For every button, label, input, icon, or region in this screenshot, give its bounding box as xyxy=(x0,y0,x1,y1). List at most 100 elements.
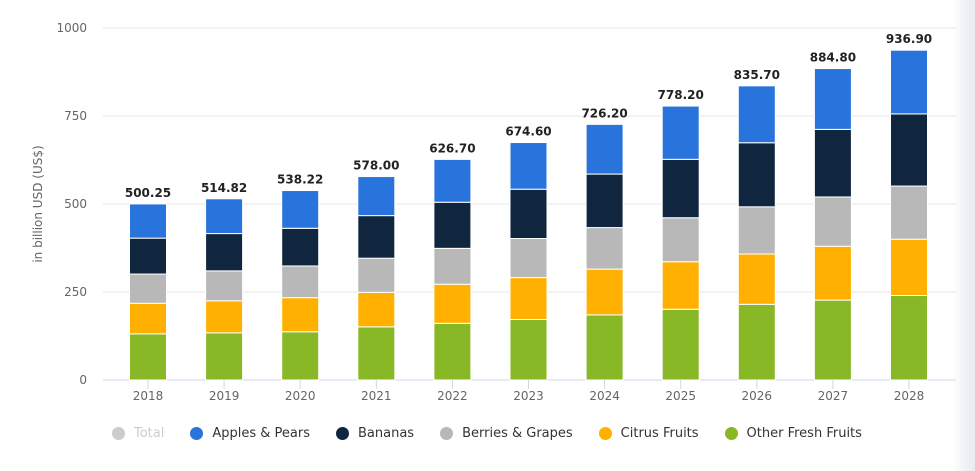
bar-segment-citrus-fruits[interactable] xyxy=(585,268,624,316)
legend: Total Apples & Pears Bananas Berries & G… xyxy=(112,424,888,442)
bar-stack-2026[interactable] xyxy=(737,85,776,381)
bar-segment-bananas[interactable] xyxy=(661,158,700,219)
bar-segment-other-fresh-fruits[interactable] xyxy=(129,333,167,381)
bar-segment-citrus-fruits[interactable] xyxy=(129,302,167,335)
bar-segment-bananas[interactable] xyxy=(357,215,396,259)
bar-segment-apples-pears[interactable] xyxy=(433,158,472,203)
legend-label: Other Fresh Fruits xyxy=(746,425,862,441)
total-data-label: 500.25 xyxy=(125,186,171,200)
total-data-label: 514.82 xyxy=(201,181,247,195)
bar-segment-citrus-fruits[interactable] xyxy=(205,300,244,334)
bar-stack-2019[interactable] xyxy=(205,198,244,381)
y-tick-label: 250 xyxy=(64,285,87,299)
bar-segment-bananas[interactable] xyxy=(890,113,928,187)
bar-stack-2024[interactable] xyxy=(585,123,624,381)
x-tick-label: 2025 xyxy=(665,389,696,403)
bar-segment-apples-pears[interactable] xyxy=(129,203,167,239)
total-data-label: 778.20 xyxy=(658,88,704,102)
bar-segment-citrus-fruits[interactable] xyxy=(737,253,776,305)
bar-segment-citrus-fruits[interactable] xyxy=(281,297,320,333)
bar-segment-citrus-fruits[interactable] xyxy=(433,283,472,324)
bar-stack-2023[interactable] xyxy=(509,142,548,381)
bar-segment-apples-pears[interactable] xyxy=(205,198,244,235)
bars xyxy=(129,49,928,381)
y-axis-label: in billion USD (US$) xyxy=(31,145,45,262)
bar-stack-2027[interactable] xyxy=(813,68,852,381)
bar-stack-2020[interactable] xyxy=(281,190,320,381)
bar-segment-berries-grapes[interactable] xyxy=(433,247,472,285)
legend-item-other-fresh-fruits[interactable]: Other Fresh Fruits xyxy=(724,425,862,441)
bar-stack-2028[interactable] xyxy=(890,49,928,381)
bar-segment-apples-pears[interactable] xyxy=(890,49,928,115)
legend-dot-icon xyxy=(190,426,204,440)
bar-segment-other-fresh-fruits[interactable] xyxy=(509,318,548,381)
legend-item-total[interactable]: Total xyxy=(112,426,164,441)
bar-segment-bananas[interactable] xyxy=(813,128,852,198)
legend-item-berries-grapes[interactable]: Berries & Grapes xyxy=(440,426,573,441)
bar-segment-citrus-fruits[interactable] xyxy=(661,261,700,310)
x-tick-label: 2026 xyxy=(742,389,773,403)
y-tick-label: 1000 xyxy=(56,21,87,35)
bar-segment-bananas[interactable] xyxy=(205,233,244,272)
legend-dot-icon xyxy=(724,426,738,440)
bar-segment-apples-pears[interactable] xyxy=(737,85,776,144)
bar-segment-other-fresh-fruits[interactable] xyxy=(661,308,700,381)
bar-segment-other-fresh-fruits[interactable] xyxy=(585,314,624,381)
bar-segment-berries-grapes[interactable] xyxy=(585,227,624,270)
bar-segment-berries-grapes[interactable] xyxy=(129,273,167,304)
legend-item-bananas[interactable]: Bananas xyxy=(336,426,414,441)
x-tick-label: 2027 xyxy=(818,389,849,403)
bar-segment-apples-pears[interactable] xyxy=(281,190,320,229)
bar-segment-berries-grapes[interactable] xyxy=(661,217,700,263)
legend-item-apples-pears[interactable]: Apples & Pears xyxy=(190,426,310,441)
x-tick-label: 2018 xyxy=(133,389,164,403)
bar-segment-other-fresh-fruits[interactable] xyxy=(281,331,320,381)
bar-segment-berries-grapes[interactable] xyxy=(890,185,928,240)
x-tick-label: 2024 xyxy=(589,389,620,403)
bar-segment-berries-grapes[interactable] xyxy=(813,196,852,247)
bar-segment-other-fresh-fruits[interactable] xyxy=(890,295,928,381)
bar-segment-apples-pears[interactable] xyxy=(813,68,852,130)
bar-segment-apples-pears[interactable] xyxy=(357,176,396,217)
total-data-label: 936.90 xyxy=(886,32,932,46)
bar-segment-other-fresh-fruits[interactable] xyxy=(737,303,776,381)
bar-segment-citrus-fruits[interactable] xyxy=(509,277,548,320)
bar-segment-citrus-fruits[interactable] xyxy=(813,245,852,301)
legend-dot-icon xyxy=(598,426,612,440)
bar-segment-berries-grapes[interactable] xyxy=(737,206,776,255)
legend-label: Berries & Grapes xyxy=(462,425,573,441)
bar-segment-citrus-fruits[interactable] xyxy=(890,238,928,297)
x-tick-label: 2020 xyxy=(285,389,316,403)
x-tick-label: 2023 xyxy=(513,389,544,403)
x-tick-label: 2022 xyxy=(437,389,468,403)
bar-segment-citrus-fruits[interactable] xyxy=(357,291,396,328)
bar-segment-apples-pears[interactable] xyxy=(509,142,548,190)
bar-stack-2022[interactable] xyxy=(433,158,472,381)
x-tick-label: 2028 xyxy=(894,389,925,403)
bar-segment-berries-grapes[interactable] xyxy=(205,270,244,302)
total-data-label: 884.80 xyxy=(810,51,856,65)
bar-segment-berries-grapes[interactable] xyxy=(357,257,396,293)
bar-segment-apples-pears[interactable] xyxy=(585,123,624,175)
x-axis: 2018 2019 2020 2021 2022 2023 2024 2025 2026 2027… xyxy=(133,380,925,403)
total-data-label: 726.20 xyxy=(581,106,627,120)
bar-segment-berries-grapes[interactable] xyxy=(509,237,548,279)
bar-segment-apples-pears[interactable] xyxy=(661,105,700,160)
bar-segment-bananas[interactable] xyxy=(281,227,320,267)
total-data-label: 578.00 xyxy=(353,159,399,173)
bar-segment-other-fresh-fruits[interactable] xyxy=(813,299,852,381)
legend-item-citrus-fruits[interactable]: Citrus Fruits xyxy=(598,426,699,441)
bar-segment-other-fresh-fruits[interactable] xyxy=(357,326,396,381)
bar-segment-bananas[interactable] xyxy=(129,237,167,275)
bar-segment-other-fresh-fruits[interactable] xyxy=(205,332,244,381)
bar-segment-bananas[interactable] xyxy=(433,201,472,249)
bar-stack-2025[interactable] xyxy=(661,105,700,381)
bar-segment-berries-grapes[interactable] xyxy=(281,265,320,299)
bar-stack-2021[interactable] xyxy=(357,176,396,381)
bar-segment-bananas[interactable] xyxy=(737,142,776,208)
bar-segment-bananas[interactable] xyxy=(585,173,624,229)
legend-label: Bananas xyxy=(358,425,415,441)
bar-segment-other-fresh-fruits[interactable] xyxy=(433,322,472,381)
bar-stack-2018[interactable] xyxy=(129,203,167,381)
bar-segment-bananas[interactable] xyxy=(509,188,548,239)
